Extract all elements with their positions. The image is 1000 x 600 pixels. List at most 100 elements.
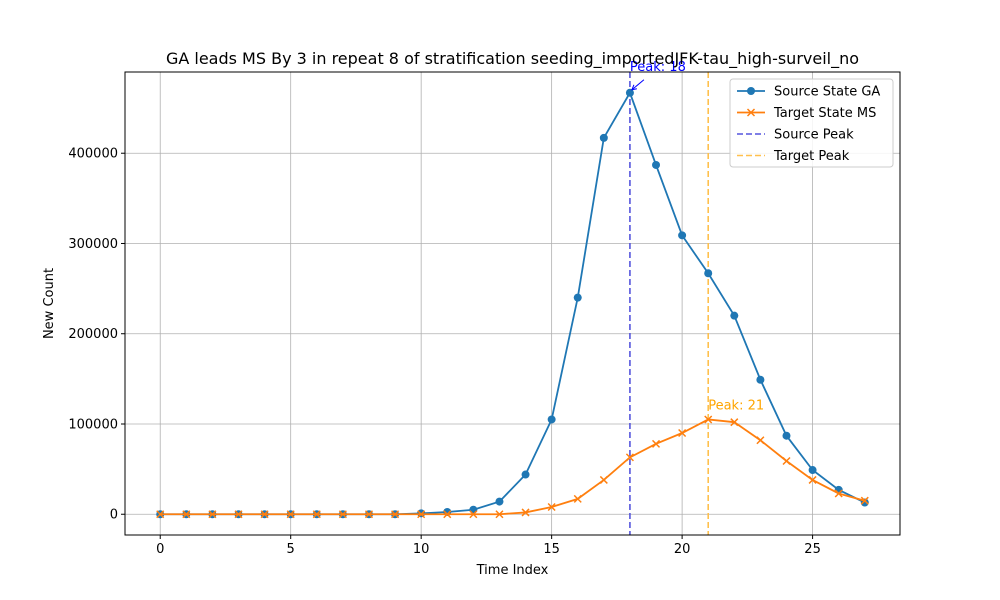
plot-frame bbox=[124, 71, 901, 536]
peak-annotation: Peak: 21 bbox=[708, 398, 764, 413]
x-tick-label: 25 bbox=[804, 542, 821, 557]
data-point bbox=[599, 475, 608, 484]
series bbox=[156, 88, 869, 519]
data-point bbox=[364, 510, 374, 519]
y-tick-label: 0 bbox=[110, 508, 118, 523]
data-point bbox=[625, 88, 634, 97]
legend-label: Target State MS bbox=[773, 106, 876, 121]
marker-stroke bbox=[782, 456, 791, 466]
legend-entry: Source State GA bbox=[737, 85, 880, 100]
axis-ticks: 0 5 10 15 20 25 0 100000 200000 300000 400000 bbox=[68, 147, 820, 557]
data-point bbox=[730, 418, 739, 427]
data-point bbox=[234, 510, 243, 519]
marker-stroke bbox=[756, 436, 765, 445]
data-point bbox=[391, 510, 400, 519]
marker-stroke bbox=[495, 510, 504, 519]
peak-annotation: Peak: 18 bbox=[630, 60, 686, 75]
marker-stroke bbox=[599, 475, 608, 484]
data-point bbox=[208, 510, 217, 519]
marker-stroke bbox=[312, 510, 321, 519]
legend: Source State GA Target State MS Source Pea… bbox=[729, 78, 894, 168]
y-tick-label: 400000 bbox=[68, 147, 118, 162]
marker-stroke bbox=[625, 453, 634, 462]
marker-stroke bbox=[469, 510, 478, 519]
marker-stroke bbox=[834, 489, 843, 498]
data-point bbox=[625, 453, 634, 462]
data-point bbox=[782, 431, 791, 440]
marker-stroke bbox=[156, 510, 165, 519]
data-point bbox=[678, 231, 687, 240]
data-point bbox=[469, 505, 478, 514]
marker-stroke bbox=[651, 439, 661, 448]
legend-box bbox=[729, 78, 894, 168]
y-tick-label: 200000 bbox=[68, 327, 118, 342]
data-point bbox=[312, 510, 321, 519]
annotations: Peak: 18 Peak: 21 bbox=[630, 60, 764, 414]
x-axis-label: Time Index bbox=[476, 563, 549, 578]
marker-stroke bbox=[286, 510, 295, 519]
data-point bbox=[834, 489, 843, 498]
x-tick-label: 20 bbox=[674, 542, 691, 557]
data-point bbox=[808, 475, 817, 484]
x-tick-label: 15 bbox=[543, 542, 560, 557]
legend-entry: Source Peak bbox=[737, 128, 854, 143]
data-point bbox=[756, 375, 765, 384]
data-point bbox=[808, 466, 817, 475]
data-point bbox=[730, 311, 739, 320]
data-point bbox=[495, 510, 504, 519]
marker-stroke bbox=[547, 502, 556, 512]
x-tick-label: 10 bbox=[413, 542, 430, 557]
data-point bbox=[182, 510, 191, 519]
data-point bbox=[469, 510, 478, 519]
marker-stroke bbox=[364, 510, 374, 519]
marker-stroke bbox=[521, 508, 530, 517]
marker-stroke bbox=[678, 428, 687, 438]
data-point bbox=[756, 436, 765, 445]
x-tick-label: 0 bbox=[156, 542, 164, 557]
marker-stroke bbox=[260, 510, 269, 519]
legend-entry: Target State MS bbox=[737, 106, 876, 121]
data-point bbox=[704, 415, 713, 424]
data-point bbox=[547, 502, 556, 512]
data-point bbox=[260, 510, 269, 519]
data-point bbox=[782, 456, 791, 466]
marker-stroke bbox=[338, 510, 347, 519]
data-point bbox=[652, 160, 661, 169]
series-line bbox=[160, 418, 866, 516]
legend-marker bbox=[746, 108, 756, 117]
data-point bbox=[704, 269, 713, 278]
marker-stroke bbox=[730, 418, 739, 427]
legend-label: Source Peak bbox=[774, 128, 854, 143]
marker-stroke bbox=[234, 510, 243, 519]
data-point bbox=[599, 133, 608, 142]
x-tick-label: 5 bbox=[287, 542, 295, 557]
data-point bbox=[521, 508, 530, 517]
data-point bbox=[678, 428, 687, 438]
y-tick-label: 300000 bbox=[68, 237, 118, 252]
legend-label: Source State GA bbox=[774, 85, 880, 100]
data-point bbox=[573, 494, 582, 503]
y-axis-label: New Count bbox=[42, 268, 57, 339]
data-point bbox=[495, 497, 504, 506]
marker-stroke bbox=[573, 494, 582, 503]
data-point bbox=[338, 510, 347, 519]
annotation-arrowhead bbox=[631, 84, 638, 91]
data-point bbox=[443, 510, 452, 519]
data-point bbox=[573, 293, 582, 302]
legend-marker bbox=[747, 87, 755, 95]
marker-stroke bbox=[208, 510, 217, 519]
marker-stroke bbox=[182, 510, 191, 519]
marker-stroke bbox=[860, 496, 869, 505]
data-point bbox=[651, 439, 661, 448]
marker-stroke bbox=[443, 510, 452, 519]
data-point bbox=[521, 470, 530, 479]
marker-stroke bbox=[391, 510, 400, 519]
data-point bbox=[860, 496, 869, 505]
data-point bbox=[156, 510, 165, 519]
peak-lines bbox=[629, 72, 710, 535]
chart-title: GA leads MS By 3 in repeat 8 of stratifi… bbox=[166, 49, 859, 69]
data-point bbox=[417, 510, 426, 519]
marker-stroke bbox=[808, 475, 817, 484]
